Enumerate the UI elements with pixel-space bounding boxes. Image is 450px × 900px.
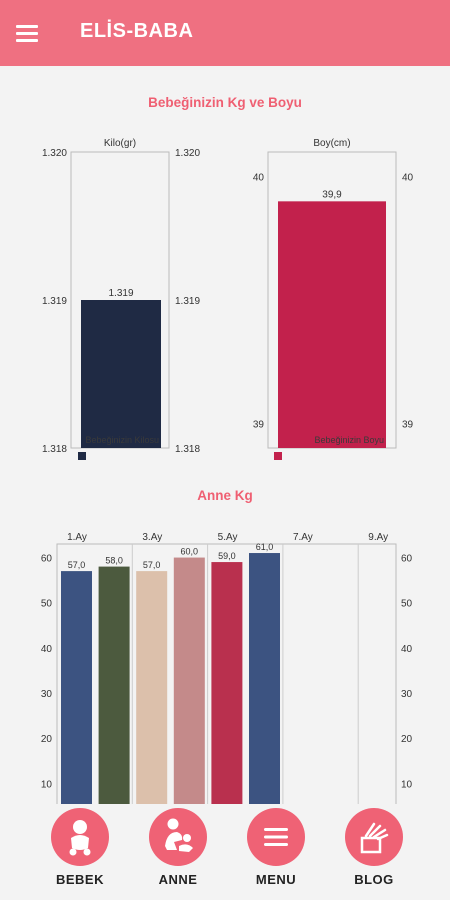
y-tick-left-4: 50 [41, 599, 53, 610]
y-tick-left-1: 1.319 [42, 296, 67, 307]
y-tick-right-0: 10 [401, 779, 413, 790]
x-tick-1: 3.Ay [142, 532, 162, 543]
bar-2.Ay [98, 566, 130, 806]
plot-frame [56, 543, 397, 806]
nav-bebek[interactable]: BEBEK [40, 808, 120, 896]
y-tick-left-1: 40 [253, 173, 265, 184]
bar-value-label: 59,0 [218, 551, 236, 561]
y-tick-left-0: 39 [253, 419, 265, 430]
y-tick-right-4: 50 [401, 599, 413, 610]
x-tick-3: 7.Ay [293, 532, 313, 543]
y-tick-right-5: 60 [401, 554, 413, 565]
baby-weight-chart: Kilo(gr) 1.318 1.318 1.319 1.319 1.320 1.320 1.… [42, 138, 200, 460]
nav-anne-label: ANNE [158, 872, 198, 887]
legend-swatch [274, 452, 282, 460]
bar-boy [278, 201, 386, 448]
blog-icon [345, 808, 403, 866]
bar-5.Ay [211, 562, 243, 806]
bar-value-label: 60,0 [181, 547, 199, 557]
baby-section-title: Bebeğinizin Kg ve Boyu [148, 95, 302, 110]
y-tick-left-2: 1.320 [42, 148, 67, 159]
y-tick-left-5: 60 [41, 554, 53, 565]
legend-swatch [78, 452, 86, 460]
bar-series-label: Bebeğinizin Boyu [314, 435, 384, 445]
x-tick-0: 1.Ay [67, 532, 87, 543]
y-tick-right-1: 1.319 [175, 296, 200, 307]
nav-blog[interactable]: BLOG [334, 808, 414, 896]
nav-anne[interactable]: ANNE [138, 808, 218, 896]
y-tick-left-0: 10 [41, 779, 53, 790]
bar-value-label: 1.319 [108, 288, 133, 299]
x-tick-4: 9.Ay [368, 532, 388, 543]
bar-value-label: 58,0 [105, 556, 123, 566]
nav-blog-label: BLOG [354, 872, 394, 887]
mother-baby-icon [149, 808, 207, 866]
bar-value-label: 57,0 [68, 560, 86, 570]
nav-bebek-label: BEBEK [55, 872, 104, 887]
bar-3.Ay [136, 571, 168, 806]
y-tick-right-0: 39 [402, 419, 414, 430]
bar-6.Ay [249, 553, 280, 806]
hamburger-menu-icon[interactable] [16, 22, 42, 44]
bar-1.Ay [61, 571, 92, 806]
bottom-navigation: BEBEK ANNE MENU B [0, 804, 450, 900]
y-tick-right-1: 40 [402, 173, 414, 184]
chart-title: Boy(cm) [313, 138, 350, 149]
bar-value-label: 61,0 [256, 542, 274, 552]
y-tick-left-1: 20 [41, 734, 53, 745]
y-tick-left-2: 30 [41, 689, 53, 700]
y-tick-left-3: 40 [41, 644, 53, 655]
x-tick-2: 5.Ay [218, 532, 238, 543]
y-tick-left-0: 1.318 [42, 444, 67, 455]
y-tick-right-0: 1.318 [175, 444, 200, 455]
mother-weight-chart: 1.Ay 3.Ay 5.Ay 7.Ay 9.Ay 10 10 20 20 30 30 40 40 50 50… [41, 532, 413, 806]
baby-icon [51, 808, 109, 866]
nav-menu-label: MENU [255, 872, 297, 887]
y-tick-right-1: 20 [401, 734, 413, 745]
bar-kilo [81, 300, 161, 448]
app-bar: ELİS-BABA [0, 0, 450, 66]
nav-menu[interactable]: MENU [236, 808, 316, 896]
anne-section-title: Anne Kg [197, 488, 253, 503]
y-tick-right-2: 1.320 [175, 148, 200, 159]
bar-value-label: 39,9 [322, 189, 342, 200]
baby-height-chart: Boy(cm) 39 39 40 40 39,9 Bebeğinizin Boyu [253, 138, 414, 460]
y-tick-right-3: 40 [401, 644, 413, 655]
menu-icon [247, 808, 305, 866]
app-title: ELİS-BABA [80, 20, 194, 42]
bar-value-label: 57,0 [143, 560, 161, 570]
bar-4.Ay [173, 557, 205, 806]
bar-series-label: Bebeğinizin Kilosu [85, 435, 159, 445]
y-tick-right-2: 30 [401, 689, 413, 700]
chart-title: Kilo(gr) [104, 138, 136, 149]
